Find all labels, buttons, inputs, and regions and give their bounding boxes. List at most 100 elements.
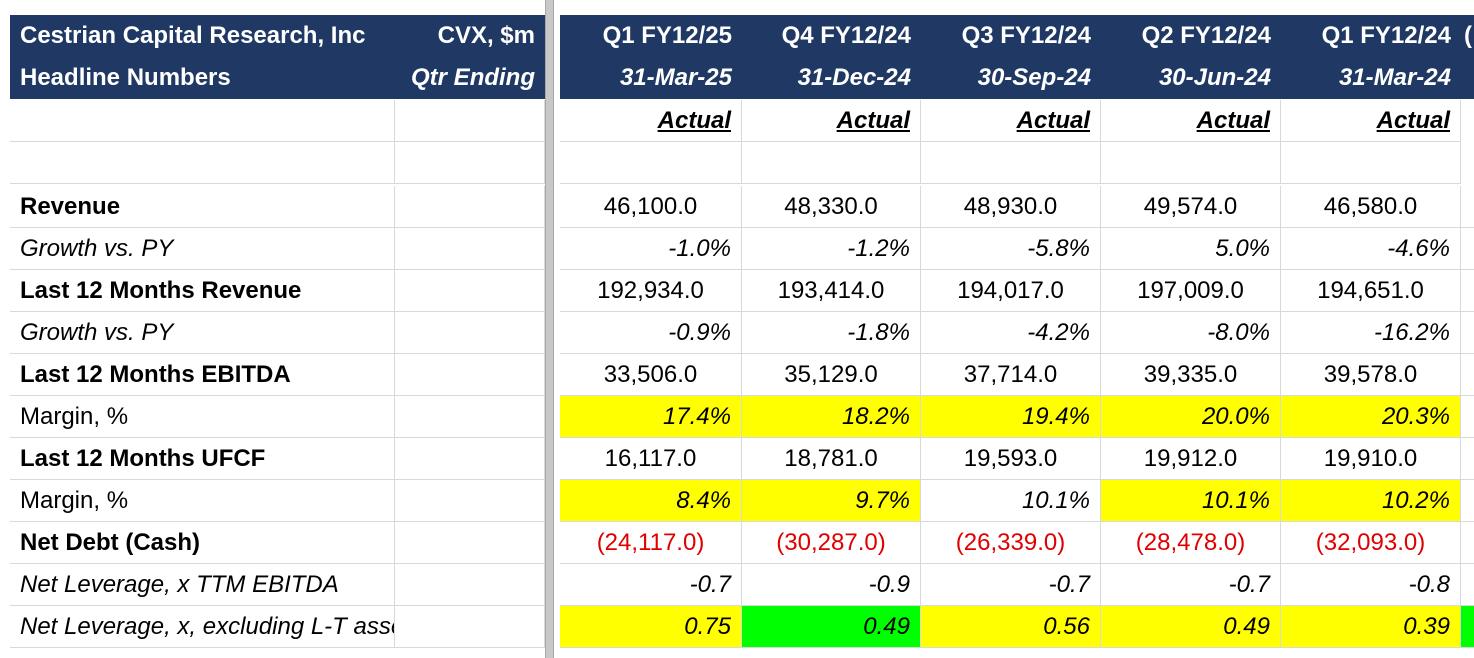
value-cell[interactable]: -0.9%	[560, 312, 742, 354]
value-cell[interactable]: -0.7	[1101, 564, 1281, 606]
row-label[interactable]: Net Debt (Cash)	[10, 522, 395, 564]
row-label[interactable]: Growth vs. PY	[10, 312, 395, 354]
empty-cell[interactable]	[1101, 142, 1281, 184]
period-date-3[interactable]: 30-Jun-24	[1101, 57, 1281, 99]
row-spacer-cell[interactable]	[395, 480, 545, 522]
value-cell[interactable]: 0.49	[742, 606, 921, 648]
period-status-1[interactable]: Actual	[742, 100, 921, 142]
next-column-partial-cell[interactable]	[1461, 564, 1474, 606]
value-cell[interactable]: -0.7	[921, 564, 1101, 606]
value-cell[interactable]: 35,129.0	[742, 354, 921, 396]
value-cell[interactable]: -0.7	[560, 564, 742, 606]
value-cell[interactable]: 46,580.0	[1281, 186, 1461, 228]
value-cell[interactable]: 9.7%	[742, 480, 921, 522]
empty-cell[interactable]	[10, 142, 395, 184]
frozen-pane-divider[interactable]	[545, 0, 554, 658]
row-label[interactable]: Net Leverage, x TTM EBITDA	[10, 564, 395, 606]
period-status-2[interactable]: Actual	[921, 100, 1101, 142]
row-spacer-cell[interactable]	[395, 396, 545, 438]
next-column-partial-cell[interactable]	[1461, 396, 1474, 438]
row-label[interactable]: Revenue	[10, 186, 395, 228]
value-cell[interactable]: 194,017.0	[921, 270, 1101, 312]
next-column-partial-cell[interactable]	[1461, 606, 1474, 648]
value-cell[interactable]: -1.2%	[742, 228, 921, 270]
row-label[interactable]: Last 12 Months UFCF	[10, 438, 395, 480]
subtitle[interactable]: Headline Numbers	[10, 57, 395, 99]
value-cell[interactable]: (28,478.0)	[1101, 522, 1281, 564]
value-cell[interactable]: -16.2%	[1281, 312, 1461, 354]
value-cell[interactable]: 19,912.0	[1101, 438, 1281, 480]
value-cell[interactable]: 46,100.0	[560, 186, 742, 228]
value-cell[interactable]: -1.0%	[560, 228, 742, 270]
next-column-partial-cell[interactable]	[1461, 312, 1474, 354]
value-cell[interactable]: 16,117.0	[560, 438, 742, 480]
value-cell[interactable]: (30,287.0)	[742, 522, 921, 564]
next-column-partial-cell[interactable]	[1461, 522, 1474, 564]
value-cell[interactable]: 10.1%	[921, 480, 1101, 522]
value-cell[interactable]: 194,651.0	[1281, 270, 1461, 312]
row-spacer-cell[interactable]	[395, 522, 545, 564]
value-cell[interactable]: 17.4%	[560, 396, 742, 438]
value-cell[interactable]: 49,574.0	[1101, 186, 1281, 228]
empty-cell[interactable]	[560, 142, 742, 184]
next-column-partial-cell[interactable]	[1461, 228, 1474, 270]
period-quarter-0[interactable]: Q1 FY12/25	[560, 15, 742, 57]
row-label[interactable]: Last 12 Months EBITDA	[10, 354, 395, 396]
value-cell[interactable]: 19,910.0	[1281, 438, 1461, 480]
value-cell[interactable]: -8.0%	[1101, 312, 1281, 354]
next-column-partial-cell[interactable]	[1461, 438, 1474, 480]
next-column-partial-cell[interactable]	[1461, 480, 1474, 522]
value-cell[interactable]: -5.8%	[921, 228, 1101, 270]
value-cell[interactable]: 19,593.0	[921, 438, 1101, 480]
value-cell[interactable]: 5.0%	[1101, 228, 1281, 270]
period-date-1[interactable]: 31-Dec-24	[742, 57, 921, 99]
next-column-partial-cell[interactable]	[1461, 186, 1474, 228]
company-name[interactable]: Cestrian Capital Research, Inc	[10, 15, 395, 57]
value-cell[interactable]: 48,330.0	[742, 186, 921, 228]
row-spacer-cell[interactable]	[395, 354, 545, 396]
value-cell[interactable]: 20.0%	[1101, 396, 1281, 438]
period-status-4[interactable]: Actual	[1281, 100, 1461, 142]
value-cell[interactable]: (24,117.0)	[560, 522, 742, 564]
value-cell[interactable]: 20.3%	[1281, 396, 1461, 438]
row-spacer-cell[interactable]	[395, 312, 545, 354]
status-ticker-cell[interactable]	[395, 100, 545, 142]
empty-cell[interactable]	[742, 142, 921, 184]
row-label[interactable]: Net Leverage, x, excluding L-T assets	[10, 606, 395, 648]
empty-cell[interactable]	[921, 142, 1101, 184]
value-cell[interactable]: 10.1%	[1101, 480, 1281, 522]
period-quarter-4[interactable]: Q1 FY12/24	[1281, 15, 1461, 57]
value-cell[interactable]: -0.8	[1281, 564, 1461, 606]
row-spacer-cell[interactable]	[395, 564, 545, 606]
value-cell[interactable]: -0.9	[742, 564, 921, 606]
period-quarter-next-partial[interactable]: (	[1461, 15, 1474, 57]
value-cell[interactable]: 39,335.0	[1101, 354, 1281, 396]
row-spacer-cell[interactable]	[395, 606, 545, 648]
empty-cell[interactable]	[1281, 142, 1461, 184]
value-cell[interactable]: 37,714.0	[921, 354, 1101, 396]
value-cell[interactable]: 8.4%	[560, 480, 742, 522]
period-date-next-partial[interactable]	[1461, 57, 1474, 99]
next-column-partial-cell[interactable]	[1461, 270, 1474, 312]
value-cell[interactable]: 0.75	[560, 606, 742, 648]
row-spacer-cell[interactable]	[395, 228, 545, 270]
row-spacer-cell[interactable]	[395, 186, 545, 228]
period-quarter-1[interactable]: Q4 FY12/24	[742, 15, 921, 57]
period-status-0[interactable]: Actual	[560, 100, 742, 142]
row-spacer-cell[interactable]	[395, 270, 545, 312]
row-label[interactable]: Margin, %	[10, 396, 395, 438]
period-date-0[interactable]: 31-Mar-25	[560, 57, 742, 99]
value-cell[interactable]: 193,414.0	[742, 270, 921, 312]
value-cell[interactable]: -4.6%	[1281, 228, 1461, 270]
value-cell[interactable]: 18,781.0	[742, 438, 921, 480]
period-date-2[interactable]: 30-Sep-24	[921, 57, 1101, 99]
period-quarter-2[interactable]: Q3 FY12/24	[921, 15, 1101, 57]
row-label[interactable]: Growth vs. PY	[10, 228, 395, 270]
value-cell[interactable]: 0.39	[1281, 606, 1461, 648]
value-cell[interactable]: -1.8%	[742, 312, 921, 354]
value-cell[interactable]: 10.2%	[1281, 480, 1461, 522]
value-cell[interactable]: 19.4%	[921, 396, 1101, 438]
value-cell[interactable]: 18.2%	[742, 396, 921, 438]
next-column-partial-cell[interactable]	[1461, 354, 1474, 396]
period-date-4[interactable]: 31-Mar-24	[1281, 57, 1461, 99]
